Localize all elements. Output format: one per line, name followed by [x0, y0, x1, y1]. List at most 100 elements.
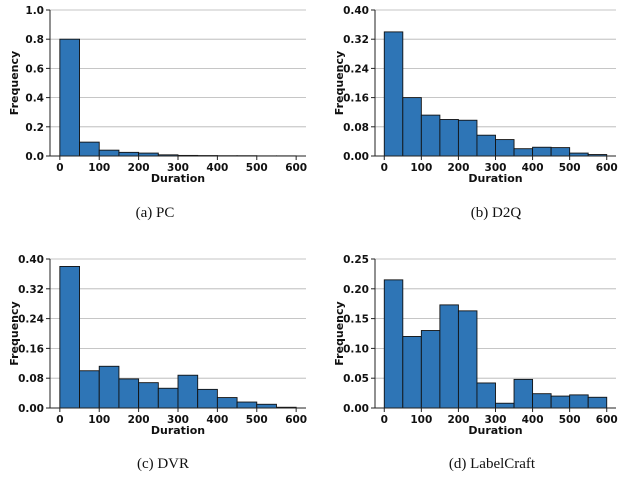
y-tick-label: 1.0 — [25, 5, 44, 17]
histogram-bar — [495, 402, 515, 409]
y-tick-label: 0.40 — [343, 5, 369, 17]
histogram-bar — [59, 266, 80, 409]
histogram-bar — [457, 310, 478, 409]
histogram-bar — [439, 119, 459, 157]
x-tick-label: 400 — [206, 162, 228, 174]
x-tick-label: 600 — [596, 414, 618, 426]
x-tick-label: 300 — [485, 414, 507, 426]
x-axis-label: Duration — [151, 424, 205, 437]
panel-caption: (a) PC — [136, 205, 175, 221]
histogram-bar — [256, 403, 277, 409]
histogram-bar — [79, 370, 100, 409]
x-tick-label: 0 — [381, 162, 388, 174]
histogram-bar — [439, 304, 459, 409]
y-tick-label: 0.10 — [343, 343, 369, 355]
x-tick-label: 100 — [410, 414, 432, 426]
histogram-bar — [420, 330, 441, 409]
histogram-bar — [383, 279, 404, 409]
y-tick-label: 0.4 — [25, 93, 44, 105]
x-axis-label: Duration — [151, 172, 205, 185]
histogram-bar — [532, 146, 552, 157]
histogram-bar — [216, 397, 238, 409]
histogram-bar — [118, 151, 140, 157]
y-axis-label: Frequency — [333, 51, 346, 115]
x-tick-label: 100 — [88, 162, 110, 174]
y-tick-label: 0.25 — [343, 254, 369, 266]
x-tick-label: 500 — [246, 162, 268, 174]
x-tick-label: 0 — [381, 414, 388, 426]
histogram-bar — [157, 387, 179, 409]
y-axis-label: Frequency — [333, 301, 346, 365]
histogram-bar — [550, 395, 571, 409]
panel-0: 0.0 0.2 0.4 0.6 0.8 1.0 0 100 200 300 400 500 600 Dur… — [8, 5, 307, 221]
x-tick-label: 200 — [128, 162, 150, 174]
x-tick-label: 400 — [206, 414, 228, 426]
panel-3: 0.00 0.05 0.10 0.15 0.20 0.25 0 100 200 300 400 500… — [333, 254, 618, 472]
x-tick-label: 300 — [485, 162, 507, 174]
panel-caption: (d) LabelCraft — [449, 456, 536, 472]
histogram-bar — [383, 31, 404, 157]
histogram-bar — [197, 388, 218, 409]
histogram-bar — [476, 134, 496, 157]
y-tick-label: 0.6 — [25, 63, 44, 75]
y-tick-label: 0.20 — [343, 284, 369, 296]
y-tick-label: 0.32 — [343, 34, 369, 46]
x-tick-label: 300 — [167, 414, 189, 426]
y-tick-label: 0.15 — [343, 314, 369, 326]
x-tick-label: 500 — [559, 414, 581, 426]
x-tick-label: 200 — [447, 414, 469, 426]
y-tick-label: 0.32 — [18, 284, 44, 296]
x-axis-label: Duration — [468, 172, 522, 185]
x-tick-label: 0 — [56, 414, 63, 426]
y-tick-label: 0.00 — [18, 403, 44, 415]
panel-2: 0.00 0.08 0.16 0.24 0.32 0.40 0 100 200 300 400 500… — [8, 254, 307, 472]
y-tick-label: 0.40 — [18, 254, 44, 266]
panel-1: 0.00 0.08 0.16 0.24 0.32 0.40 0 100 200 300 400 500… — [333, 5, 618, 221]
x-tick-label: 400 — [522, 162, 544, 174]
y-tick-label: 0.08 — [343, 122, 369, 134]
x-axis-label: Duration — [468, 424, 522, 437]
histogram-bar — [587, 396, 608, 409]
panel-caption: (c) DVR — [137, 456, 189, 472]
x-tick-label: 400 — [522, 414, 544, 426]
histogram-bar — [513, 148, 534, 157]
histogram-bar — [79, 141, 100, 157]
y-tick-label: 0.16 — [18, 343, 44, 355]
y-tick-label: 0.08 — [18, 373, 44, 385]
histogram-bar — [177, 374, 199, 409]
x-tick-label: 600 — [596, 162, 618, 174]
histogram-bar — [402, 336, 422, 409]
histogram-bar — [532, 393, 552, 409]
histogram-bar — [59, 38, 80, 157]
x-tick-label: 200 — [128, 414, 150, 426]
y-axis-label: Frequency — [8, 301, 21, 365]
histogram-bar — [457, 119, 478, 157]
y-tick-label: 0.24 — [343, 63, 369, 75]
y-axis-label: Frequency — [8, 51, 21, 115]
panel-caption: (b) D2Q — [471, 205, 522, 221]
histogram-bar — [569, 394, 589, 409]
y-tick-label: 0.8 — [25, 34, 44, 46]
y-tick-label: 0.00 — [343, 403, 369, 415]
histogram-bar — [98, 149, 120, 157]
x-tick-label: 100 — [410, 162, 432, 174]
x-tick-label: 600 — [285, 162, 307, 174]
y-tick-label: 0.24 — [18, 314, 44, 326]
histogram-bar — [513, 378, 534, 409]
x-tick-label: 200 — [447, 162, 469, 174]
x-tick-label: 300 — [167, 162, 189, 174]
y-tick-label: 0.05 — [343, 373, 369, 385]
histogram-bar — [550, 147, 571, 157]
histogram-bar — [236, 401, 258, 409]
y-tick-label: 0.00 — [343, 151, 369, 163]
histogram-bar — [495, 139, 515, 157]
x-tick-label: 100 — [88, 414, 110, 426]
x-tick-label: 0 — [56, 162, 63, 174]
histogram-bar — [138, 382, 159, 409]
histogram-bar — [402, 97, 422, 157]
histogram-bar — [420, 114, 441, 157]
histogram-bar — [98, 365, 120, 409]
x-tick-label: 600 — [285, 414, 307, 426]
histogram-bar — [118, 378, 140, 409]
